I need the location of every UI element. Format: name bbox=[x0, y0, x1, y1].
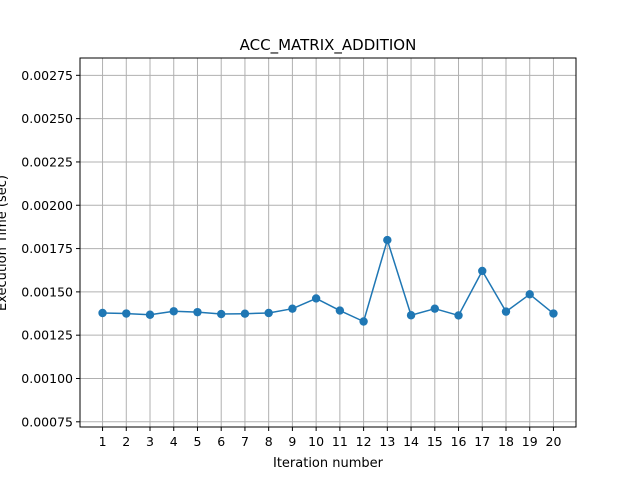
data-point bbox=[549, 309, 558, 318]
x-tick-label: 7 bbox=[241, 434, 249, 449]
data-point bbox=[454, 311, 463, 320]
x-tick-label: 1 bbox=[99, 434, 107, 449]
x-tick-label: 15 bbox=[427, 434, 443, 449]
x-tick-label: 9 bbox=[288, 434, 296, 449]
x-tick-label: 19 bbox=[522, 434, 538, 449]
x-tick-label: 16 bbox=[451, 434, 467, 449]
x-tick-label: 18 bbox=[498, 434, 514, 449]
data-point bbox=[145, 310, 155, 319]
x-tick-label: 4 bbox=[170, 434, 178, 449]
y-axis-ticks: 0.00075 0.00100 0.00125 0.00150 0.00175 0.002… bbox=[21, 68, 80, 429]
y-tick-label: 0.00250 bbox=[21, 111, 73, 126]
x-tick-label: 8 bbox=[265, 434, 273, 449]
data-point bbox=[501, 307, 511, 316]
x-tick-label: 14 bbox=[403, 434, 419, 449]
data-point bbox=[430, 304, 439, 313]
data-point bbox=[217, 309, 226, 319]
data-point bbox=[98, 308, 107, 318]
x-tick-label: 17 bbox=[474, 434, 490, 449]
data-point bbox=[288, 304, 297, 313]
x-axis-label: Iteration number bbox=[273, 456, 384, 471]
y-axis-label: Execution Time (sec) bbox=[0, 175, 10, 311]
x-tick-label: 2 bbox=[122, 434, 130, 449]
x-tick-label: 12 bbox=[356, 434, 372, 449]
data-point bbox=[406, 311, 416, 320]
data-point bbox=[335, 306, 345, 315]
data-point bbox=[383, 235, 392, 245]
x-tick-label: 20 bbox=[546, 434, 562, 449]
data-point bbox=[169, 307, 178, 316]
x-tick-label: 13 bbox=[379, 434, 395, 449]
x-tick-label: 5 bbox=[193, 434, 201, 449]
y-tick-label: 0.00175 bbox=[21, 241, 73, 256]
data-point bbox=[311, 294, 321, 303]
data-point bbox=[193, 307, 202, 317]
x-tick-label: 10 bbox=[308, 434, 324, 449]
chart-title: ACC_MATRIX_ADDITION bbox=[240, 36, 417, 55]
x-axis-ticks: 1 2 3 4 5 6 7 8 9 10 11 12 13 14 15 16 17 18 19 20 bbox=[99, 427, 562, 449]
y-tick-label: 0.00200 bbox=[21, 198, 73, 213]
x-tick-label: 11 bbox=[332, 434, 348, 449]
data-point bbox=[478, 266, 487, 276]
data-point bbox=[264, 308, 273, 318]
y-tick-label: 0.00150 bbox=[21, 284, 73, 299]
data-point bbox=[359, 317, 368, 326]
x-tick-label: 3 bbox=[146, 434, 154, 449]
data-point bbox=[525, 290, 534, 299]
y-tick-label: 0.00275 bbox=[21, 68, 73, 83]
y-tick-label: 0.00075 bbox=[21, 414, 73, 429]
y-tick-label: 0.00125 bbox=[21, 328, 73, 343]
data-point bbox=[240, 309, 250, 318]
y-tick-label: 0.00225 bbox=[21, 154, 73, 169]
data-point bbox=[122, 309, 131, 318]
y-tick-label: 0.00100 bbox=[21, 371, 73, 386]
plot-frame bbox=[79, 57, 577, 428]
series-group bbox=[98, 235, 558, 326]
x-tick-label: 6 bbox=[217, 434, 225, 449]
